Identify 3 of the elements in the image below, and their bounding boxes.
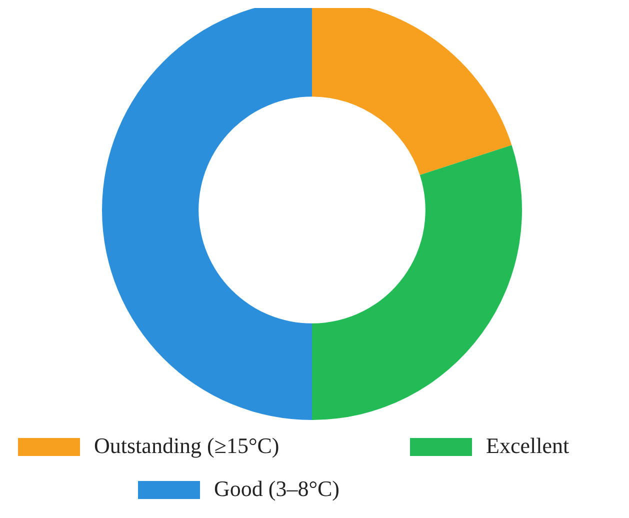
legend-label: Excellent bbox=[486, 433, 570, 458]
legend-label: Outstanding (≥15°C) bbox=[94, 433, 280, 458]
legend-label: Good (3–8°C) bbox=[214, 476, 340, 501]
